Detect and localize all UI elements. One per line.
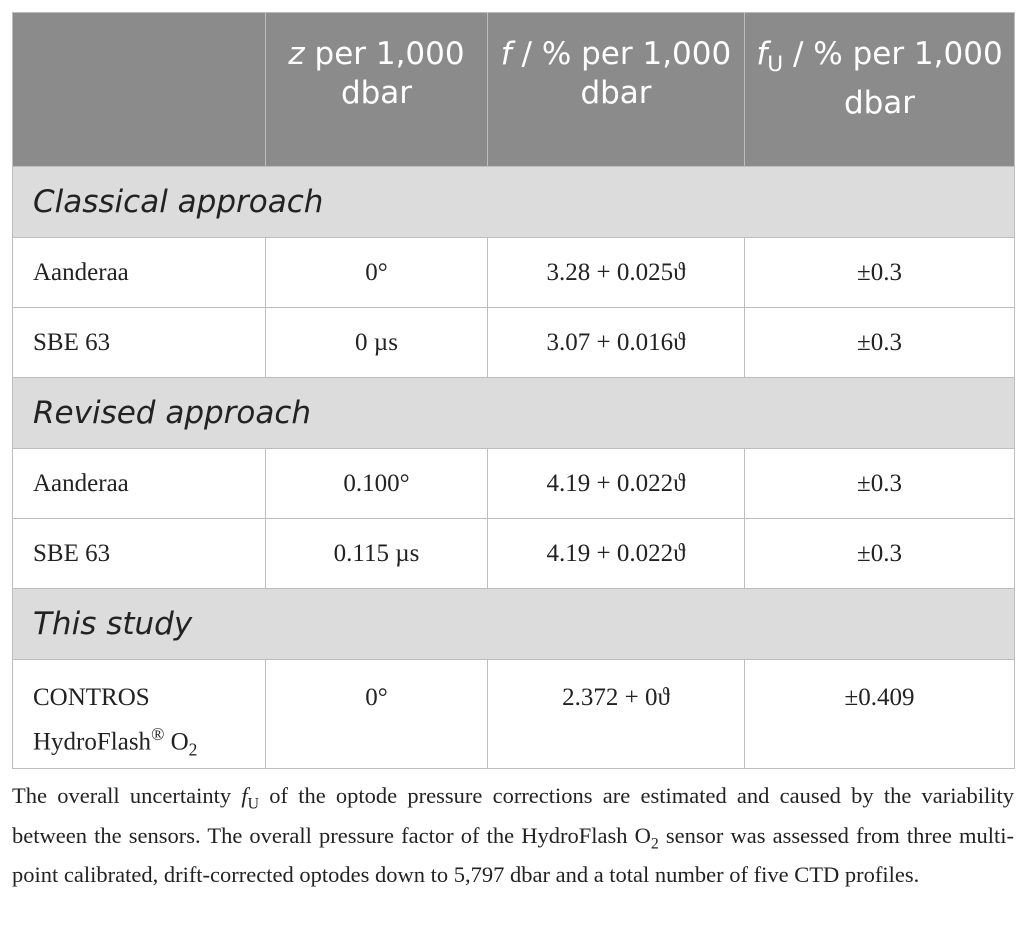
- data-table: z per 1,000 dbar f / % per 1,000 dbar fU /…: [12, 12, 1015, 769]
- data-row: SBE 63 0 µs 3.07 + 0.016ϑ ±0.3: [12, 307, 1015, 378]
- text-run: O: [164, 728, 189, 756]
- cell: 0.115 µs: [265, 518, 488, 589]
- section-row: Classical approach: [12, 166, 1015, 238]
- data-row: CONTROS HydroFlash® O2 0° 2.372 + 0ϑ ±0.409: [12, 659, 1015, 769]
- header-cell: z per 1,000 dbar: [265, 12, 488, 167]
- italic-run: z: [288, 36, 305, 72]
- section-row: This study: [12, 588, 1015, 660]
- cell: SBE 63: [12, 307, 266, 378]
- cell: Aanderaa: [12, 237, 266, 308]
- cell: 0°: [265, 659, 488, 769]
- cell: 4.19 + 0.022ϑ: [487, 518, 745, 589]
- header-cell: [12, 12, 266, 167]
- sub-run: U: [247, 795, 259, 813]
- cell: ±0.3: [744, 518, 1015, 589]
- sub-run: 2: [188, 739, 198, 760]
- header-cell: fU / % per 1,000 dbar: [744, 12, 1015, 167]
- cell: 2.372 + 0ϑ: [487, 659, 745, 769]
- cell: SBE 63: [12, 518, 266, 589]
- text-run: / % per 1,000 dbar: [783, 36, 1003, 122]
- text-run: / % per 1,000 dbar: [511, 36, 732, 111]
- cell: CONTROS HydroFlash® O2: [12, 659, 266, 769]
- sub-run: U: [767, 52, 784, 78]
- table-body: Classical approach Aanderaa 0° 3.28 + 0.025…: [12, 166, 1015, 769]
- data-row: Aanderaa 0° 3.28 + 0.025ϑ ±0.3: [12, 237, 1015, 308]
- cell: 0°: [265, 237, 488, 308]
- data-row: Aanderaa 0.100° 4.19 + 0.022ϑ ±0.3: [12, 448, 1015, 519]
- header-row: z per 1,000 dbar f / % per 1,000 dbar fU /…: [12, 12, 1015, 167]
- cell: Aanderaa: [12, 448, 266, 519]
- cell: ±0.3: [744, 237, 1015, 308]
- cell: 0 µs: [265, 307, 488, 378]
- section-title: This study: [12, 588, 1015, 660]
- italic-run: f: [500, 36, 512, 72]
- italic-run: f: [756, 36, 768, 72]
- cell: 4.19 + 0.022ϑ: [487, 448, 745, 519]
- header-cell: f / % per 1,000 dbar: [487, 12, 745, 167]
- section-title: Classical approach: [12, 166, 1015, 238]
- text-run: CONTROS HydroFlash: [33, 684, 152, 756]
- cell: 0.100°: [265, 448, 488, 519]
- text-run: The overall uncertainty: [12, 783, 242, 808]
- sub-run: 2: [650, 835, 659, 852]
- section-title: Revised approach: [12, 377, 1015, 449]
- cell: ±0.3: [744, 307, 1015, 378]
- cell: 3.07 + 0.016ϑ: [487, 307, 745, 378]
- text-run: of the optode pressure corrections are e…: [12, 783, 1015, 848]
- cell: ±0.3: [744, 448, 1015, 519]
- italic-run: f: [241, 783, 248, 808]
- sup-run: ®: [151, 724, 165, 744]
- cell: 3.28 + 0.025ϑ: [487, 237, 745, 308]
- caption: The overall uncertainty fU of the optode…: [12, 780, 1014, 890]
- text-run: sensor was assessed from three multi-poi…: [12, 822, 1014, 888]
- text-run: per 1,000 dbar: [304, 36, 465, 111]
- section-row: Revised approach: [12, 377, 1015, 449]
- data-row: SBE 63 0.115 µs 4.19 + 0.022ϑ ±0.3: [12, 518, 1015, 589]
- cell: ±0.409: [744, 659, 1015, 769]
